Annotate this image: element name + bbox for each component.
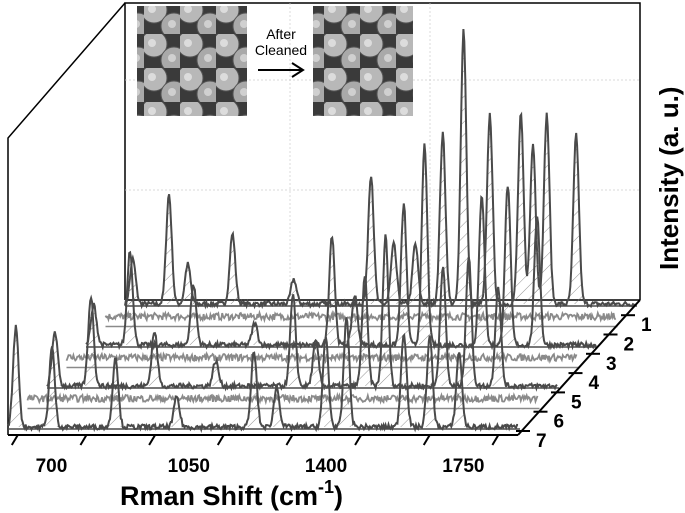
depth-label: 3 <box>606 354 617 375</box>
back-wall <box>124 2 641 300</box>
spectra-group <box>7 29 637 434</box>
x-tick <box>491 434 500 446</box>
x-tick-label: 700 <box>36 456 68 477</box>
side-wall <box>7 2 126 435</box>
x-tick <box>216 434 225 446</box>
sem-image-after <box>313 6 413 116</box>
inset-caption-line1: After <box>266 26 296 42</box>
sem-image-before <box>137 6 247 116</box>
x-tick <box>285 434 294 446</box>
spectrum-line <box>85 143 597 351</box>
spectrum-7 <box>7 317 520 434</box>
spectrum-1 <box>124 29 637 310</box>
depth-label: 2 <box>624 335 635 356</box>
y-axis-title: Intensity (a. u.) <box>654 87 684 270</box>
x-tick <box>10 434 19 446</box>
spectrum-3 <box>85 143 598 351</box>
spectrum-fill <box>125 29 635 307</box>
depth-label: 1 <box>641 315 652 336</box>
x-axis-title: Rman Shift (cm-1) <box>120 477 343 511</box>
spectrum-line <box>46 234 558 392</box>
spectrum-line <box>7 317 519 434</box>
x-tick-label: 1750 <box>442 456 484 477</box>
x-tick-label: 1050 <box>168 456 210 477</box>
x-tick <box>79 434 88 446</box>
depth-label: 5 <box>571 392 582 413</box>
right-arrow-icon <box>258 62 305 78</box>
x-tick <box>148 434 156 446</box>
x-tick <box>354 434 362 446</box>
depth-label: 4 <box>589 373 600 394</box>
spectrum-5 <box>46 234 559 392</box>
inset-caption-line2: Cleaned <box>255 42 307 58</box>
sem-inset: After Cleaned <box>137 6 413 116</box>
depth-label: 7 <box>536 431 547 452</box>
x-tick <box>422 434 431 446</box>
spectrum-line <box>124 29 636 310</box>
depth-label: 6 <box>554 412 565 433</box>
x-tick-label: 1400 <box>305 456 347 477</box>
